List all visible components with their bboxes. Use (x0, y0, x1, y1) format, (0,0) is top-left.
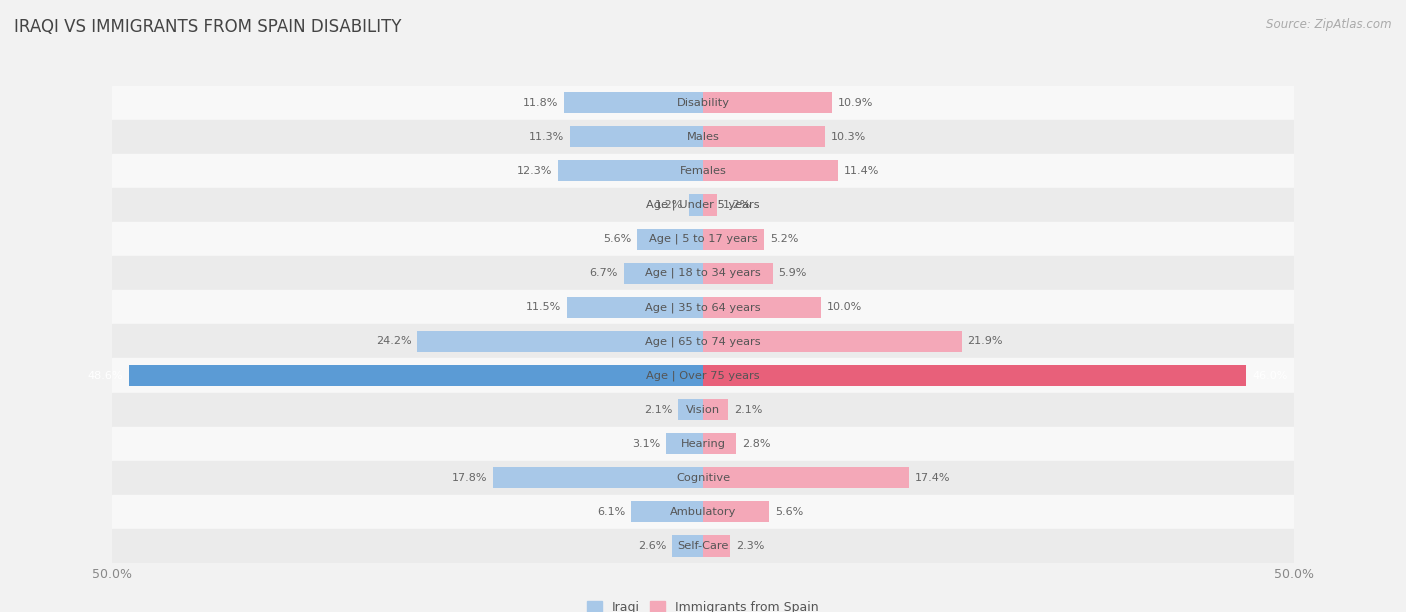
Bar (558, 160, 703, 182)
Text: 1.2%: 1.2% (723, 200, 751, 210)
Bar (703, 297, 821, 318)
Bar (637, 228, 703, 250)
Bar (112, 86, 1294, 120)
Text: 11.5%: 11.5% (526, 302, 561, 312)
Text: Age | Over 75 years: Age | Over 75 years (647, 370, 759, 381)
Bar (112, 154, 1294, 188)
Bar (564, 92, 703, 113)
Text: 2.1%: 2.1% (644, 405, 672, 414)
Text: Age | 18 to 34 years: Age | 18 to 34 years (645, 268, 761, 278)
Text: IRAQI VS IMMIGRANTS FROM SPAIN DISABILITY: IRAQI VS IMMIGRANTS FROM SPAIN DISABILIT… (14, 18, 402, 36)
Text: Cognitive: Cognitive (676, 473, 730, 483)
Bar (112, 529, 1294, 563)
Bar (112, 324, 1294, 359)
Bar (569, 126, 703, 147)
Bar (112, 120, 1294, 154)
Bar (418, 331, 703, 352)
Bar (112, 256, 1294, 290)
Bar (112, 495, 1294, 529)
Text: 17.4%: 17.4% (914, 473, 950, 483)
Text: 11.4%: 11.4% (844, 166, 879, 176)
Text: 21.9%: 21.9% (967, 337, 1002, 346)
Bar (624, 263, 703, 284)
Bar (703, 331, 962, 352)
Bar (112, 222, 1294, 256)
Text: 2.1%: 2.1% (734, 405, 762, 414)
Bar (112, 427, 1294, 461)
Text: 6.7%: 6.7% (589, 268, 619, 278)
Bar (703, 365, 1246, 386)
Text: Source: ZipAtlas.com: Source: ZipAtlas.com (1267, 18, 1392, 31)
Bar (678, 399, 703, 420)
Text: Age | 65 to 74 years: Age | 65 to 74 years (645, 336, 761, 346)
Text: Ambulatory: Ambulatory (669, 507, 737, 517)
Text: 12.3%: 12.3% (516, 166, 551, 176)
Text: 5.6%: 5.6% (603, 234, 631, 244)
Bar (703, 399, 728, 420)
Bar (112, 290, 1294, 324)
Text: 5.6%: 5.6% (775, 507, 803, 517)
Text: 5.9%: 5.9% (779, 268, 807, 278)
Text: 10.3%: 10.3% (831, 132, 866, 142)
Bar (703, 195, 717, 215)
Bar (703, 228, 765, 250)
Bar (703, 160, 838, 182)
Bar (689, 195, 703, 215)
Bar (703, 263, 773, 284)
Text: 48.6%: 48.6% (87, 370, 124, 381)
Bar (703, 433, 737, 454)
Text: Disability: Disability (676, 98, 730, 108)
Bar (703, 501, 769, 523)
Text: 10.9%: 10.9% (838, 98, 873, 108)
Text: 3.1%: 3.1% (633, 439, 661, 449)
Bar (129, 365, 703, 386)
Text: 2.3%: 2.3% (737, 541, 765, 551)
Text: Males: Males (686, 132, 720, 142)
Text: 46.0%: 46.0% (1253, 370, 1288, 381)
Bar (672, 536, 703, 556)
Text: Self-Care: Self-Care (678, 541, 728, 551)
Text: 6.1%: 6.1% (596, 507, 626, 517)
Text: 2.8%: 2.8% (742, 439, 770, 449)
Text: 24.2%: 24.2% (375, 337, 412, 346)
Text: Age | 5 to 17 years: Age | 5 to 17 years (648, 234, 758, 244)
Bar (631, 501, 703, 523)
Bar (703, 126, 825, 147)
Bar (112, 359, 1294, 392)
Bar (703, 536, 730, 556)
Text: 2.6%: 2.6% (638, 541, 666, 551)
Bar (703, 467, 908, 488)
Legend: Iraqi, Immigrants from Spain: Iraqi, Immigrants from Spain (582, 596, 824, 612)
Bar (112, 188, 1294, 222)
Text: Females: Females (679, 166, 727, 176)
Text: 11.8%: 11.8% (523, 98, 558, 108)
Text: Hearing: Hearing (681, 439, 725, 449)
Text: 1.2%: 1.2% (655, 200, 683, 210)
Text: 10.0%: 10.0% (827, 302, 862, 312)
Text: 11.3%: 11.3% (529, 132, 564, 142)
Text: Age | 35 to 64 years: Age | 35 to 64 years (645, 302, 761, 313)
Text: 17.8%: 17.8% (451, 473, 486, 483)
Bar (567, 297, 703, 318)
Bar (112, 392, 1294, 427)
Bar (112, 461, 1294, 495)
Text: Vision: Vision (686, 405, 720, 414)
Text: 5.2%: 5.2% (770, 234, 799, 244)
Bar (666, 433, 703, 454)
Bar (703, 92, 832, 113)
Bar (492, 467, 703, 488)
Text: Age | Under 5 years: Age | Under 5 years (647, 200, 759, 211)
